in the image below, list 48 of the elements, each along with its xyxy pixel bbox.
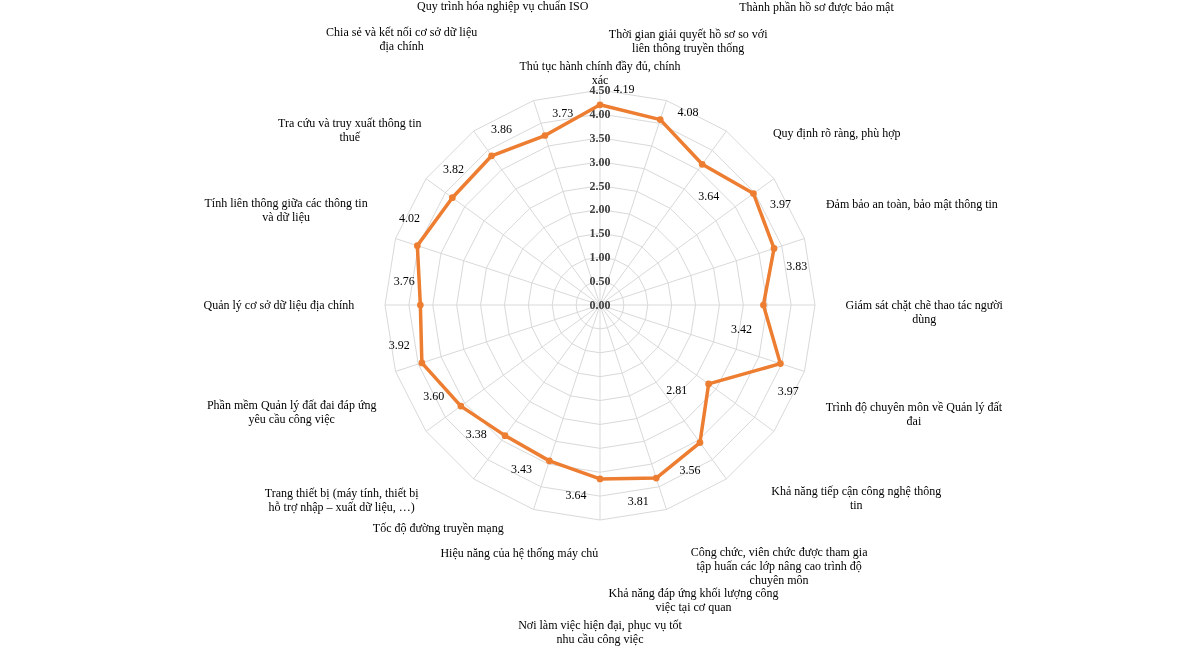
spoke-label: Trang thiết bị (máy tính, thiết bị hỗ trợ nhập – xuất dữ liệu, …) (264, 485, 420, 514)
spoke-label: Tính liên thông giữa các thông tin và dữ liệu (204, 196, 368, 224)
y-tick-label: 1.50 (589, 226, 611, 241)
data-label: 3.83 (786, 259, 808, 274)
spoke-label: Chia sẻ và kết nối cơ sở dữ liệu địa chính (326, 25, 478, 54)
spoke-label: Quy trình hóa nghiệp vụ chuẩn ISO (417, 0, 589, 13)
spoke-label: Đảm bảo an toàn, bảo mật thông tin (825, 196, 998, 211)
data-label: 3.42 (730, 322, 752, 336)
data-label: 3.64 (698, 189, 720, 204)
data-label: 3.97 (777, 384, 799, 399)
y-tick-label: 4.00 (589, 106, 611, 121)
spoke-label: Công chức, viên chức được tham gia tập huấn các lớp nâng cao trình độ chuyên môn (690, 544, 869, 587)
spoke-label: Phần mềm Quản lý đất đai đáp ứng yêu cầu công việc (206, 398, 377, 427)
data-label: 3.56 (679, 462, 701, 477)
spoke-label: Quy định rõ ràng, phù hợp (772, 126, 901, 141)
y-tick-label: 2.50 (589, 178, 611, 193)
spoke-label: Nơi làm việc hiện đại, phục vụ tốt nhu cầu công việc (518, 618, 683, 646)
data-label: 3.43 (511, 461, 533, 476)
y-tick-label: 2.00 (589, 202, 611, 217)
data-label: 3.60 (423, 389, 445, 404)
y-tick-label: 3.50 (589, 130, 611, 145)
data-label: 4.19 (613, 81, 635, 96)
spoke-label: Thành phần hồ sơ được bảo mật (739, 0, 895, 15)
spoke-label: Quản lý cơ sở dữ liệu địa chính (203, 298, 355, 312)
y-tick-label: 0.50 (589, 274, 611, 289)
spoke-label: Trình độ chuyên môn về Quản lý đất đai (825, 400, 1003, 428)
data-label: 3.76 (393, 274, 415, 288)
data-label: 3.82 (443, 161, 465, 176)
data-label: 3.92 (388, 337, 410, 352)
data-label: 3.73 (552, 105, 574, 120)
spoke-label: Hiệu năng của hệ thống máy chủ (440, 546, 599, 561)
spoke-label: Thời gian giải quyết hồ sơ so với liên thông truyền thống (608, 26, 769, 55)
y-tick-label: 1.00 (589, 250, 611, 265)
y-tick-label: 3.00 (589, 154, 611, 169)
data-label: 3.97 (770, 196, 791, 211)
data-label: 3.64 (565, 487, 587, 502)
data-label: 3.38 (465, 427, 487, 442)
spoke-label: Giám sát chặt chẽ thao tác người dùng (845, 298, 1004, 326)
data-label: 3.86 (491, 121, 513, 136)
y-tick-label: 0.00 (589, 298, 611, 312)
data-label: 4.08 (677, 104, 699, 119)
data-label: 3.81 (627, 493, 649, 508)
data-label: 4.02 (399, 210, 421, 225)
spoke-label: Khả năng tiếp cận công nghệ thông tin (771, 484, 942, 513)
y-tick-label: 4.50 (589, 83, 611, 97)
spoke-label: Tra cứu và truy xuất thông tin thuế (278, 116, 422, 145)
data-label: 2.81 (666, 383, 688, 398)
spoke-label: Tốc độ đường truyền mạng (372, 520, 504, 535)
